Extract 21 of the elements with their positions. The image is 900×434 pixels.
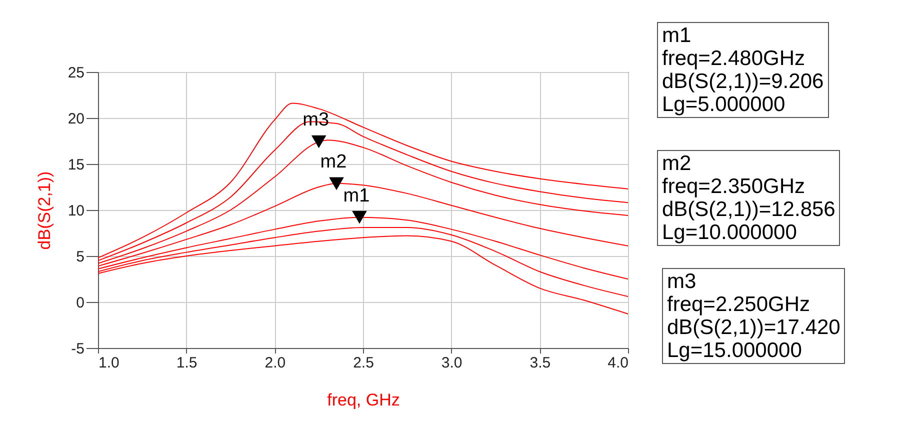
x-axis-title: freq, GHz [327,390,400,410]
y-tick-label: 0 [76,294,84,312]
y-tick-label: -5 [71,340,84,358]
y-axis-title: dB(S(2,1)) [34,171,54,250]
x-tick-label: 1.0 [98,354,120,372]
x-tick-label: 1.5 [176,354,198,372]
x-tick-label: 4.0 [608,354,628,372]
x-tick-label: 2.0 [264,354,286,372]
text: m1 freq=2.480GHz dB(S(2,1))=9.206 Lg=5.000000 [657,22,829,118]
x-tick-label: 3.0 [441,354,462,372]
x-tick-label: 2.5 [353,354,374,372]
text: m3 freq=2.250GHz dB(S(2,1))=17.420 Lg=15.000000 [662,268,846,364]
y-tick-label: 20 [68,110,84,128]
text: m2 freq=2.350GHz dB(S(2,1))=12.856 Lg=10.000000 [657,150,840,246]
annotation: m1 [343,185,370,206]
y-tick-label: 25 [68,64,84,82]
x-tick-label: 3.5 [530,354,551,372]
y-tick-label: 10 [68,202,84,220]
annotation: m2 [320,152,347,173]
y-tick-label: 15 [68,156,84,174]
y-tick-label: 5 [76,248,84,266]
